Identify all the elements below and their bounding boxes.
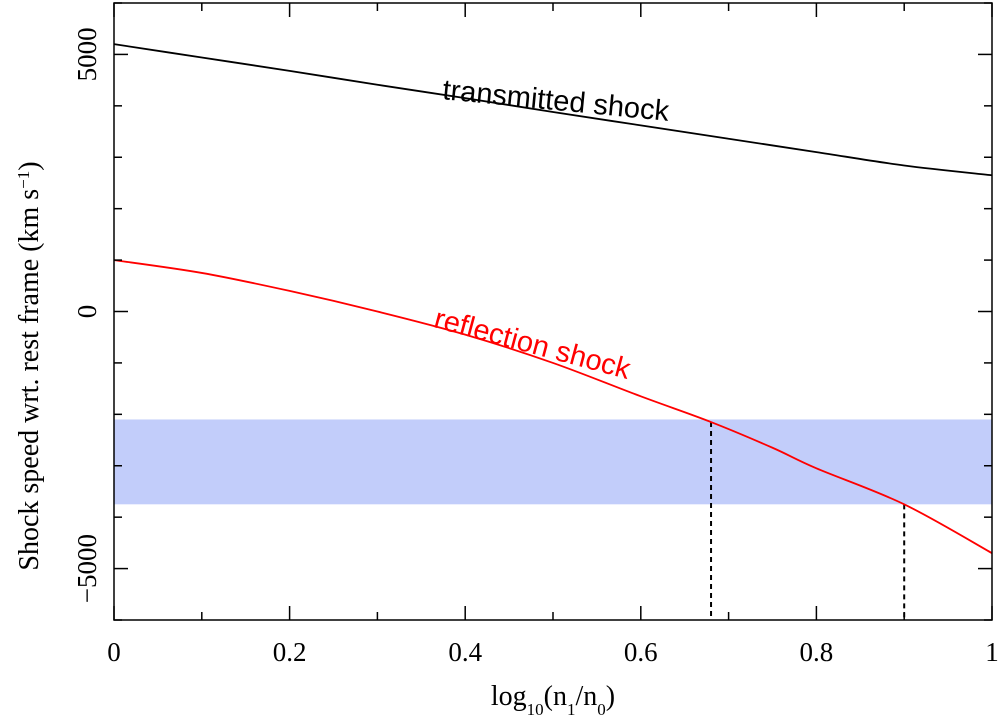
series-label-transmitted: transmitted shock: [441, 74, 671, 128]
y-tick-label: 5000: [72, 27, 102, 81]
series-label-reflection: reflection shock: [431, 303, 634, 386]
x-tick-label: 0.6: [624, 637, 658, 667]
x-tick-label: 0: [107, 637, 121, 667]
x-tick-label: 0.8: [800, 637, 834, 667]
x-tick-label: 0.2: [273, 637, 307, 667]
x-tick-label: 0.4: [448, 637, 482, 667]
dotted-markers: [710, 422, 906, 620]
y-tick-label: 0: [72, 305, 102, 319]
y-axis-title: Shock speed wrt. rest frame (km s−1): [14, 161, 46, 570]
x-axis-title: log10(n1/n0): [491, 681, 615, 716]
y-tick-label: −5000: [72, 534, 102, 603]
x-ticks: 0 0.2 0.4 0.6 0.8 1: [107, 3, 999, 667]
y-ticks: −5000 0 5000: [72, 2, 992, 621]
x-tick-label: 1: [985, 637, 999, 667]
series-line-transmitted: [113, 43, 993, 177]
series-line-reflection: [113, 259, 993, 554]
series-layer: [113, 43, 993, 554]
shaded-band: [114, 419, 992, 505]
